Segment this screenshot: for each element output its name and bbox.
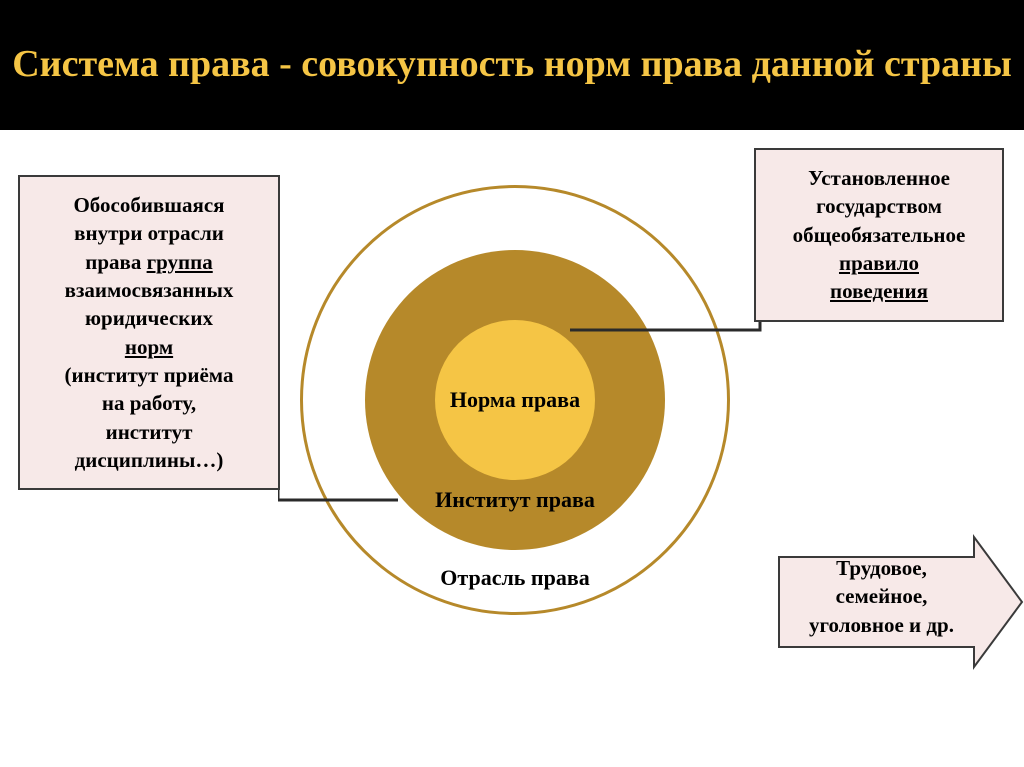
page-title: Система права - совокупность норм права … (12, 41, 1012, 89)
title-bar: Система права - совокупность норм права … (0, 0, 1024, 130)
concentric-diagram: Норма права Институт права Отрасль права (300, 185, 730, 615)
info-box-left: Обособившаясявнутри отраслиправа группав… (18, 175, 280, 490)
ring-inner: Норма права (435, 320, 595, 480)
ring-outer-label: Отрасль права (300, 565, 730, 591)
arrow-callout: Трудовое,семейное,уголовное и др. (774, 532, 1024, 672)
arrow-text: Трудовое,семейное,уголовное и др. (794, 554, 969, 639)
ring-middle-label: Институт права (300, 487, 730, 513)
info-box-right: Установленноегосударствомобщеобязательно… (754, 148, 1004, 322)
ring-inner-label: Норма права (450, 387, 580, 413)
